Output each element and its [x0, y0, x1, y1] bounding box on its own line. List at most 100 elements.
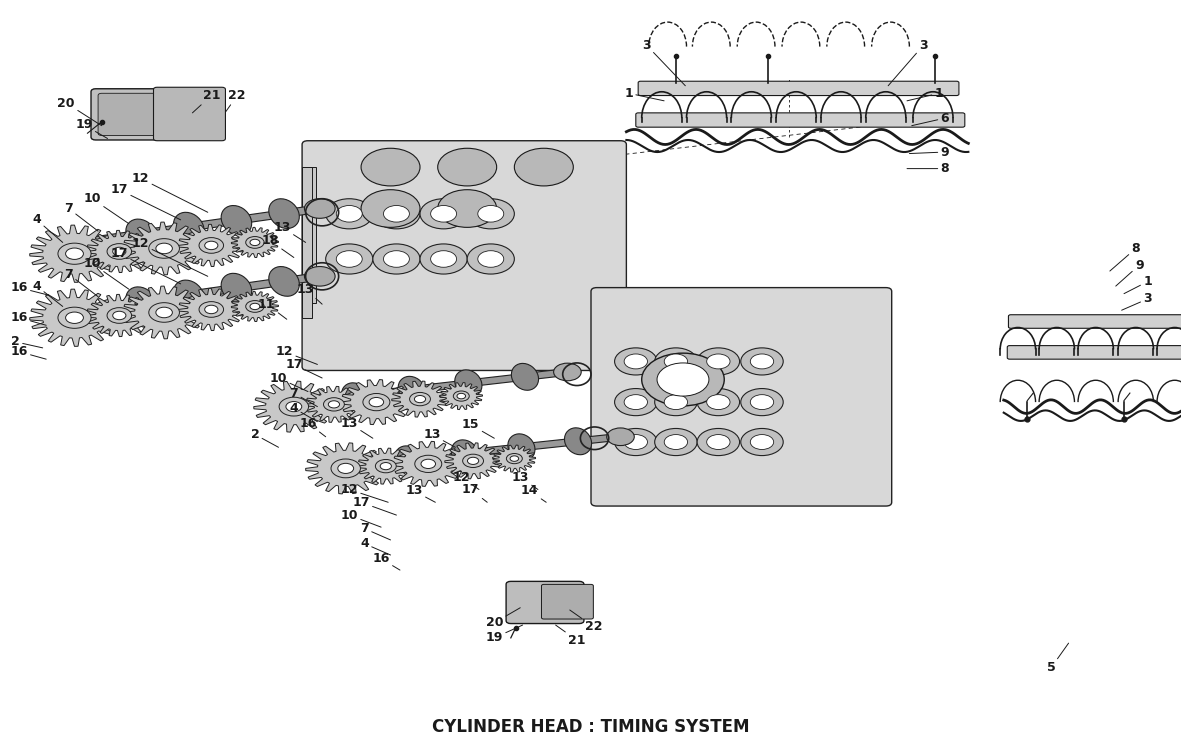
Circle shape: [467, 244, 514, 274]
Polygon shape: [444, 443, 501, 479]
Circle shape: [624, 395, 648, 410]
Text: CYLINDER HEAD : TIMING SYSTEM: CYLINDER HEAD : TIMING SYSTEM: [433, 717, 749, 736]
Text: 17: 17: [352, 496, 396, 515]
Circle shape: [108, 243, 131, 259]
Polygon shape: [357, 448, 414, 484]
Polygon shape: [232, 228, 279, 258]
Ellipse shape: [221, 206, 252, 235]
Circle shape: [58, 243, 91, 265]
Circle shape: [430, 251, 456, 268]
Text: 1: 1: [624, 87, 664, 101]
Polygon shape: [86, 231, 152, 273]
Circle shape: [664, 354, 688, 369]
Circle shape: [305, 199, 336, 218]
Text: 8: 8: [1110, 242, 1141, 271]
Ellipse shape: [174, 280, 204, 310]
Text: 8: 8: [907, 162, 949, 175]
FancyBboxPatch shape: [154, 87, 226, 141]
Text: 3: 3: [1122, 293, 1152, 310]
Circle shape: [657, 363, 709, 396]
FancyBboxPatch shape: [591, 287, 891, 506]
Text: 15: 15: [462, 418, 494, 438]
Circle shape: [707, 354, 730, 369]
Circle shape: [415, 395, 426, 403]
Circle shape: [624, 354, 648, 369]
Circle shape: [383, 251, 409, 268]
Text: 7: 7: [290, 386, 318, 407]
Circle shape: [462, 454, 483, 467]
Circle shape: [363, 393, 390, 411]
Circle shape: [329, 401, 339, 408]
Circle shape: [421, 459, 435, 469]
Text: 2: 2: [11, 336, 43, 349]
Polygon shape: [178, 225, 245, 267]
Polygon shape: [80, 273, 322, 314]
Text: 10: 10: [84, 257, 129, 289]
Circle shape: [615, 429, 657, 456]
Circle shape: [741, 348, 784, 375]
Circle shape: [420, 244, 467, 274]
Ellipse shape: [221, 274, 252, 303]
Text: 21: 21: [193, 89, 220, 113]
Text: 4: 4: [361, 538, 390, 555]
Circle shape: [511, 456, 519, 461]
Text: 14: 14: [521, 485, 546, 502]
Circle shape: [369, 398, 384, 407]
Text: 19: 19: [486, 625, 522, 644]
Text: 3: 3: [642, 39, 686, 85]
Circle shape: [372, 244, 420, 274]
Circle shape: [615, 348, 657, 375]
Circle shape: [430, 206, 456, 222]
Circle shape: [337, 206, 362, 222]
Polygon shape: [306, 386, 362, 423]
Text: 13: 13: [405, 485, 435, 502]
Circle shape: [331, 459, 361, 478]
Circle shape: [664, 435, 688, 450]
Circle shape: [697, 348, 740, 375]
Ellipse shape: [342, 383, 369, 410]
Circle shape: [751, 435, 774, 450]
Text: 1: 1: [1124, 275, 1152, 293]
Ellipse shape: [174, 212, 204, 242]
Circle shape: [149, 302, 180, 322]
Polygon shape: [123, 222, 206, 275]
Circle shape: [156, 243, 173, 254]
Circle shape: [410, 392, 430, 406]
Polygon shape: [284, 369, 569, 407]
Text: 9: 9: [1116, 259, 1144, 286]
Polygon shape: [340, 380, 411, 425]
Text: 18: 18: [261, 234, 294, 258]
FancyBboxPatch shape: [303, 141, 626, 370]
Circle shape: [457, 393, 466, 399]
Circle shape: [249, 303, 260, 310]
Circle shape: [376, 460, 396, 472]
Circle shape: [149, 239, 180, 259]
Polygon shape: [86, 294, 152, 336]
Text: 3: 3: [888, 39, 928, 85]
Text: 16: 16: [11, 345, 46, 359]
Circle shape: [697, 389, 740, 416]
Circle shape: [286, 401, 301, 412]
Text: 13: 13: [423, 428, 455, 448]
Text: 12: 12: [131, 237, 208, 276]
Text: 10: 10: [340, 509, 381, 527]
Polygon shape: [30, 289, 119, 346]
Text: 11: 11: [258, 298, 287, 319]
Circle shape: [65, 312, 84, 324]
Polygon shape: [392, 442, 463, 486]
Circle shape: [324, 398, 344, 411]
Circle shape: [707, 395, 730, 410]
Ellipse shape: [565, 428, 591, 454]
Circle shape: [199, 237, 223, 253]
Circle shape: [204, 305, 217, 314]
Text: 12: 12: [340, 483, 388, 502]
Ellipse shape: [395, 446, 422, 472]
Polygon shape: [254, 381, 335, 432]
Ellipse shape: [268, 199, 299, 228]
Polygon shape: [306, 443, 385, 494]
Text: 2: 2: [251, 428, 279, 448]
Text: 17: 17: [462, 483, 487, 502]
Ellipse shape: [452, 440, 479, 466]
Circle shape: [467, 457, 479, 464]
Circle shape: [112, 311, 126, 320]
